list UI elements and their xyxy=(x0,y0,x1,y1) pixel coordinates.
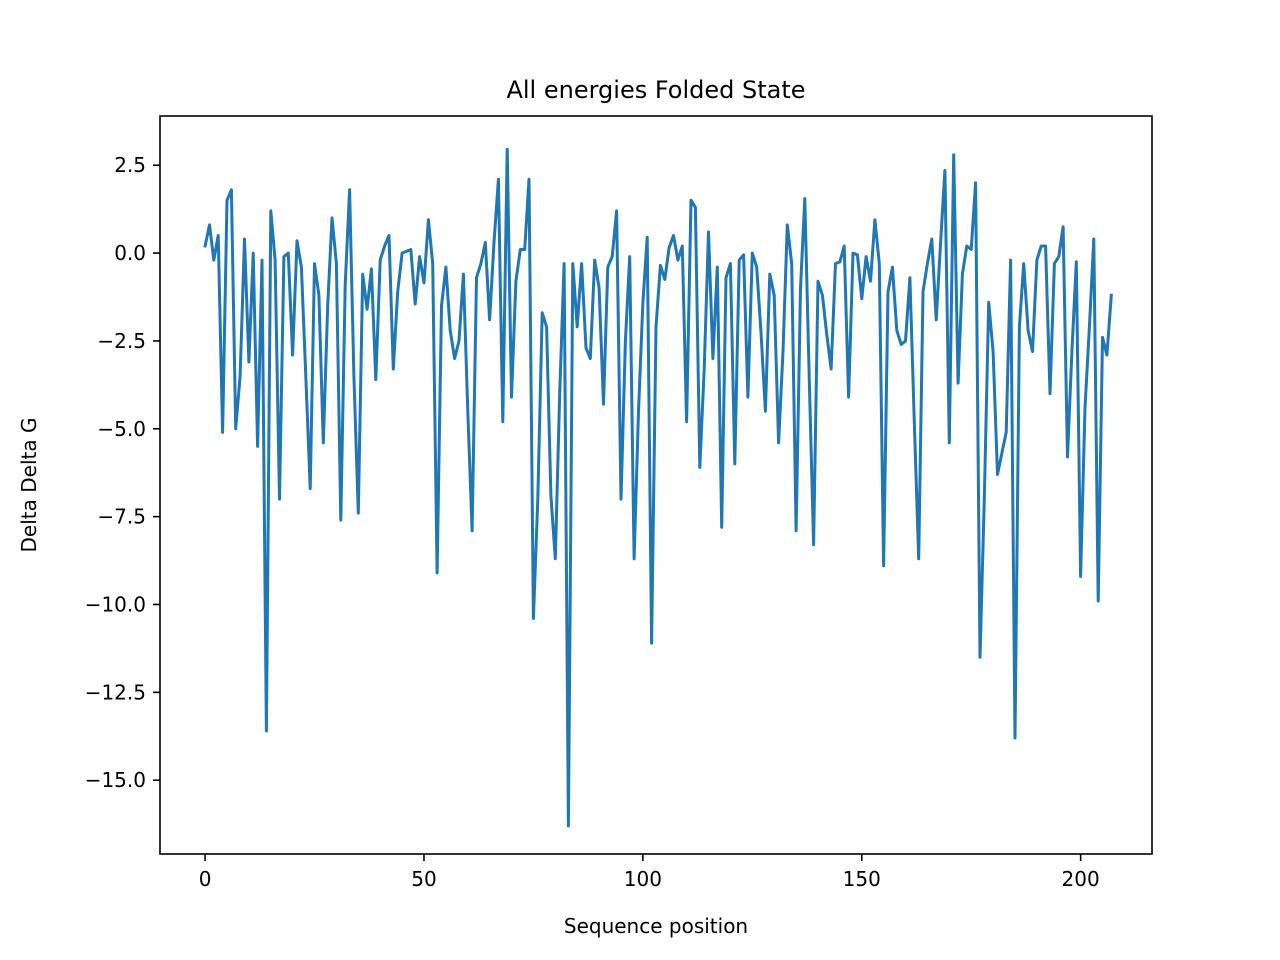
y-tick-label: −2.5 xyxy=(97,329,146,353)
x-tick-label: 100 xyxy=(624,867,662,891)
x-tick-label: 0 xyxy=(199,867,212,891)
y-axis-ticks: 2.5 0.0 −2.5 −5.0 −7.5 −10.0 −12.5 −15.0 xyxy=(85,153,160,792)
x-tick-label: 150 xyxy=(843,867,881,891)
y-tick-label: 2.5 xyxy=(114,153,146,177)
x-tick-label: 50 xyxy=(411,867,436,891)
y-tick-label: −7.5 xyxy=(97,505,146,529)
y-tick-label: −5.0 xyxy=(97,417,146,441)
y-tick-label: −12.5 xyxy=(85,680,146,704)
y-tick-label: 0.0 xyxy=(114,241,146,265)
series-line xyxy=(203,147,1113,828)
y-tick-label: −10.0 xyxy=(85,592,146,616)
y-axis-label: Delta Delta G xyxy=(17,418,41,553)
x-axis-label: Sequence position xyxy=(564,914,748,938)
plot-frame xyxy=(159,115,1153,855)
x-tick-label: 200 xyxy=(1062,867,1100,891)
y-tick-label: −15.0 xyxy=(85,768,146,792)
chart-title: All energies Folded State xyxy=(506,76,805,104)
x-axis-ticks: 0 50 100 150 200 xyxy=(199,854,1100,891)
